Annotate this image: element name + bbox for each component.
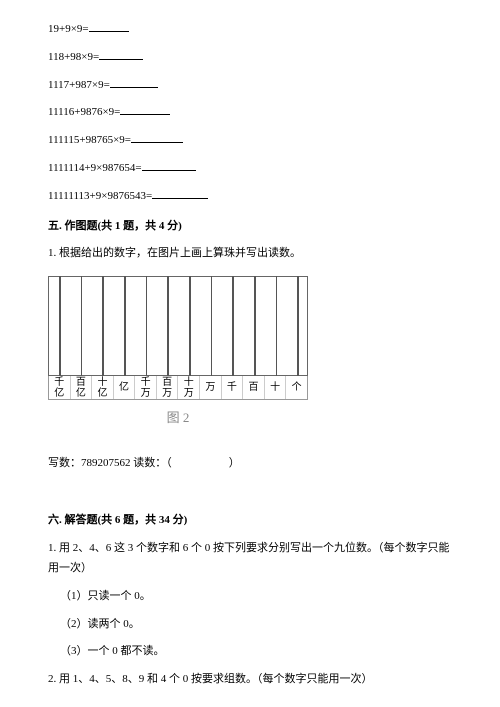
abacus-frame (48, 276, 308, 376)
equation-line: 118+98×9= (48, 48, 452, 68)
equation-text: 111115+98765×9= (48, 134, 131, 146)
equation-text: 1111114+9×987654= (48, 162, 142, 174)
equation-line: 111115+98765×9= (48, 131, 452, 151)
abacus-figure: 千亿百亿十亿亿千万百万十万万千百十个 图 2 (48, 276, 308, 429)
equation-text: 11116+9876×9= (48, 106, 120, 118)
abacus-rod (276, 276, 278, 376)
answer-blank (89, 20, 129, 32)
place-value-label: 千万 (135, 376, 157, 399)
place-value-label: 百亿 (71, 376, 93, 399)
place-value-label: 千亿 (49, 376, 71, 399)
answer-blank (99, 48, 143, 60)
abacus-rod (81, 276, 83, 376)
section6-q2: 2. 用 1、4、5、8、9 和 4 个 0 按要求组数。（每个数字只能用一次） (48, 670, 452, 690)
section5-q1: 1. 根据给出的数字，在图片上画上算珠并写出读数。 (48, 244, 452, 264)
abacus-rod (124, 276, 126, 376)
abacus-rod (59, 276, 61, 376)
section6-q1b: （2）读两个 0。 (48, 615, 452, 635)
abacus-rod (232, 276, 234, 376)
equation-line: 11111113+9×9876543= (48, 187, 452, 207)
place-value-label: 万 (200, 376, 222, 399)
section6-q1c: （3）一个 0 都不读。 (48, 642, 452, 662)
read-close: ） (229, 457, 240, 469)
equation-text: 1117+987×9= (48, 79, 110, 91)
equation-line: 1111114+9×987654= (48, 159, 452, 179)
read-blank (172, 457, 229, 469)
place-value-label: 亿 (114, 376, 136, 399)
place-value-label: 百 (243, 376, 265, 399)
answer-blank (142, 159, 196, 171)
abacus-rod (254, 276, 256, 376)
abacus-rod (146, 276, 148, 376)
write-number: 789207562 (81, 457, 131, 469)
place-value-label: 个 (286, 376, 307, 399)
write-read-line: 写数：789207562 读数：（ ） (48, 454, 452, 474)
place-value-label: 十 (265, 376, 287, 399)
section5-title: 五. 作图题(共 1 题，共 4 分) (48, 217, 452, 237)
place-value-label: 百万 (157, 376, 179, 399)
answer-blank (131, 131, 183, 143)
read-label: 读数：（ (131, 457, 172, 469)
write-label: 写数： (48, 457, 81, 469)
answer-blank (120, 103, 170, 115)
abacus-rod (211, 276, 213, 376)
place-value-label: 十亿 (92, 376, 114, 399)
section6-q1: 1. 用 2、4、6 这 3 个数字和 6 个 0 按下列要求分别写出一个九位数… (48, 539, 452, 579)
abacus-rod (167, 276, 169, 376)
equation-line: 11116+9876×9= (48, 103, 452, 123)
equation-line: 1117+987×9= (48, 76, 452, 96)
answer-blank (152, 187, 208, 199)
section6-title: 六. 解答题(共 6 题，共 34 分) (48, 511, 452, 531)
section6-q1a: （1）只读一个 0。 (48, 587, 452, 607)
abacus-labels: 千亿百亿十亿亿千万百万十万万千百十个 (48, 376, 308, 400)
equation-text: 118+98×9= (48, 51, 99, 63)
equation-text: 11111113+9×9876543= (48, 190, 152, 202)
place-value-label: 千 (222, 376, 244, 399)
figure-caption: 图 2 (48, 406, 308, 429)
answer-blank (110, 76, 158, 88)
equation-text: 19+9×9= (48, 23, 89, 35)
abacus-rod (189, 276, 191, 376)
equation-line: 19+9×9= (48, 20, 452, 40)
place-value-label: 十万 (178, 376, 200, 399)
abacus-rod (297, 276, 299, 376)
abacus-rod (102, 276, 104, 376)
